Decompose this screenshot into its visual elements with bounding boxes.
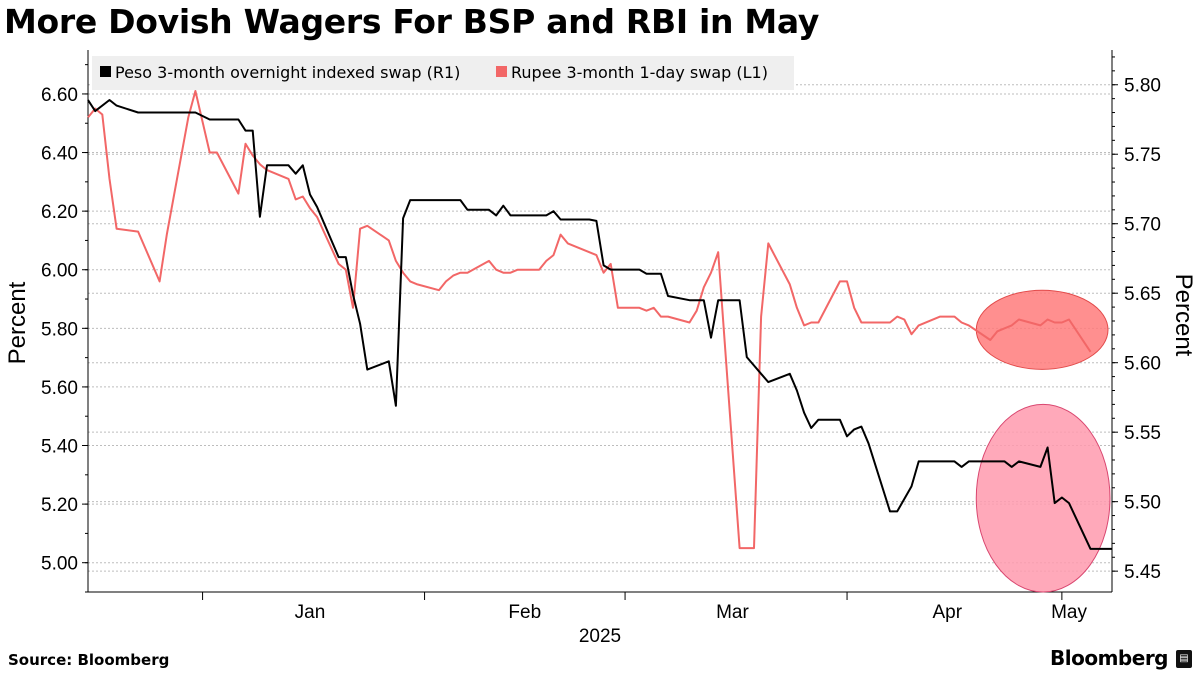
highlight-ellipse-peso (975, 403, 1111, 593)
chart-title: More Dovish Wagers For BSP and RBI in Ma… (4, 2, 820, 41)
right-tick-label: 5.45 (1124, 562, 1161, 583)
series-line-rupee (87, 90, 1092, 550)
x-tick-label: Apr (933, 602, 963, 623)
left-tick-label: 6.20 (41, 202, 78, 223)
highlight-ellipse-rupee (975, 289, 1109, 370)
right-tick-label: 5.80 (1124, 76, 1161, 97)
tick-labels: 5.00 5.20 5.40 5.60 5.80 6.00 6.20 6.40 6.60 5.45… (4, 76, 1197, 647)
terminal-icon: ▤ (1176, 650, 1192, 668)
left-tick-label: 5.40 (41, 437, 78, 458)
left-tick-label: 5.00 (41, 554, 78, 575)
series-line-peso (87, 99, 1112, 550)
axis-layer (82, 50, 1118, 600)
right-tick-label: 5.60 (1124, 354, 1161, 375)
right-tick-label: 5.70 (1124, 215, 1161, 236)
legend-label-peso: Peso 3-month overnight indexed swap (R1) (115, 63, 460, 82)
legend-swatch-peso (100, 66, 111, 77)
right-tick-label: 5.75 (1124, 145, 1161, 166)
bloomberg-logo: Bloomberg (1050, 646, 1168, 670)
left-axis-title: Percent (4, 281, 31, 364)
left-tick-label: 5.80 (41, 319, 78, 340)
source-note: Source: Bloomberg (8, 651, 170, 669)
left-tick-label: 5.20 (41, 495, 78, 516)
legend-label-rupee: Rupee 3-month 1-day swap (L1) (511, 63, 768, 82)
right-tick-label: 5.65 (1124, 284, 1161, 305)
grid-layer (88, 84, 1112, 572)
x-tick-label: May (1051, 602, 1087, 623)
x-tick-label: Feb (508, 602, 541, 623)
series-layer (87, 90, 1112, 550)
legend-background (92, 56, 794, 90)
right-tick-label: 5.50 (1124, 493, 1161, 514)
left-tick-label: 5.60 (41, 378, 78, 399)
right-tick-label: 5.55 (1124, 423, 1161, 444)
left-tick-label: 6.00 (41, 261, 78, 282)
legend-swatch-rupee (496, 66, 507, 77)
chart-legend: Peso 3-month overnight indexed swap (R1)… (92, 56, 794, 90)
highlight-layer (975, 289, 1111, 593)
left-tick-label: 6.60 (41, 85, 78, 106)
left-tick-label: 6.40 (41, 144, 78, 165)
x-tick-label: Jan (295, 602, 326, 623)
right-axis-title: Percent (1170, 274, 1197, 357)
x-tick-label: Mar (716, 602, 749, 623)
x-axis-title: 2025 (579, 626, 621, 647)
